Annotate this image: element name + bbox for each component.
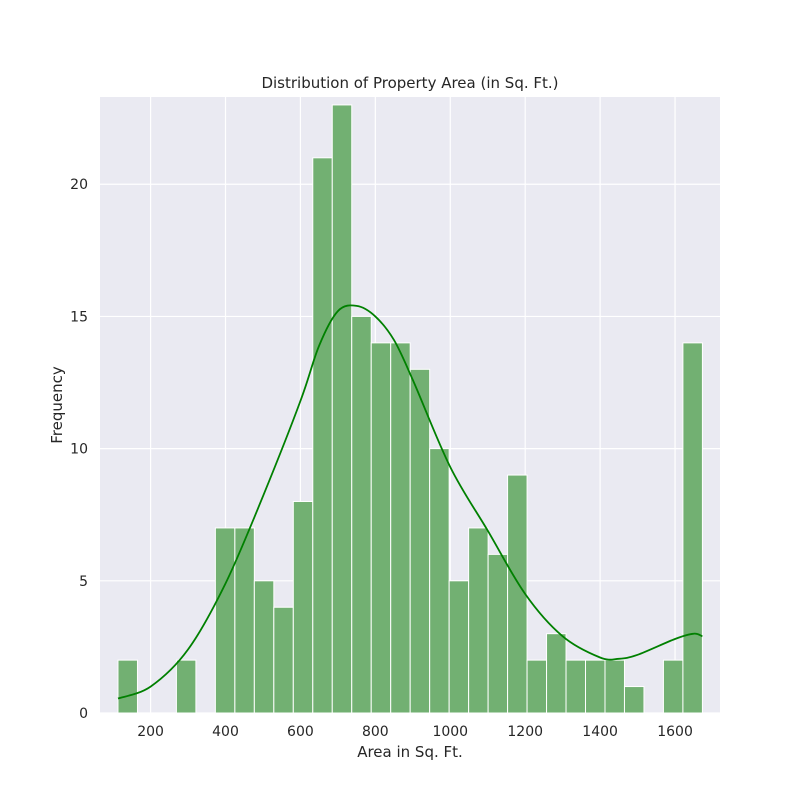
histogram-bar xyxy=(351,315,372,714)
kde-curve xyxy=(117,304,703,700)
x-tick-labels: 200 400 600 800 1000 1200 1400 1600 xyxy=(137,724,693,740)
histogram-bar xyxy=(507,474,528,714)
x-tick-label: 1400 xyxy=(582,724,618,740)
histogram-bar xyxy=(468,527,489,714)
y-axis-label: Frequency xyxy=(48,366,66,444)
histogram-bar xyxy=(487,553,509,714)
y-tick-label: 20 xyxy=(70,177,88,193)
histogram-bar xyxy=(292,500,314,714)
histogram-bar xyxy=(117,659,138,714)
y-tick-label: 15 xyxy=(70,309,88,325)
histogram-bar xyxy=(623,686,645,714)
y-tick-label: 5 xyxy=(79,574,88,590)
x-tick-label: 600 xyxy=(287,724,314,740)
histogram-bar xyxy=(273,606,294,714)
histogram-bar xyxy=(370,342,392,714)
histogram-bar xyxy=(662,659,684,714)
y-tick-label: 10 xyxy=(70,442,88,458)
histogram-bar xyxy=(331,104,353,714)
histogram-bar xyxy=(604,659,625,714)
histogram-bar xyxy=(526,659,548,714)
x-axis-label: Area in Sq. Ft. xyxy=(357,743,463,761)
x-tick-label: 1600 xyxy=(657,724,693,740)
histogram-bar xyxy=(448,580,470,714)
histogram-bar xyxy=(214,527,236,714)
y-tick-label: 0 xyxy=(79,706,88,722)
histogram-bar xyxy=(565,659,587,714)
histogram-bar xyxy=(409,368,431,714)
chart-title: Distribution of Property Area (in Sq. Ft… xyxy=(261,74,558,92)
histogram-bar xyxy=(312,157,333,714)
histogram-bar xyxy=(682,342,703,714)
histogram-bar xyxy=(253,580,275,714)
histogram-bar xyxy=(390,342,411,714)
x-tick-label: 400 xyxy=(212,724,239,740)
histogram-bar xyxy=(546,633,567,714)
x-tick-label: 800 xyxy=(362,724,389,740)
x-tick-label: 1200 xyxy=(507,724,543,740)
histogram-bar xyxy=(585,659,606,714)
histogram-bar xyxy=(429,448,450,714)
x-tick-label: 1000 xyxy=(432,724,468,740)
y-tick-labels: 0 5 10 15 20 xyxy=(70,177,88,722)
x-tick-label: 200 xyxy=(137,724,164,740)
histogram-bar xyxy=(175,659,197,714)
